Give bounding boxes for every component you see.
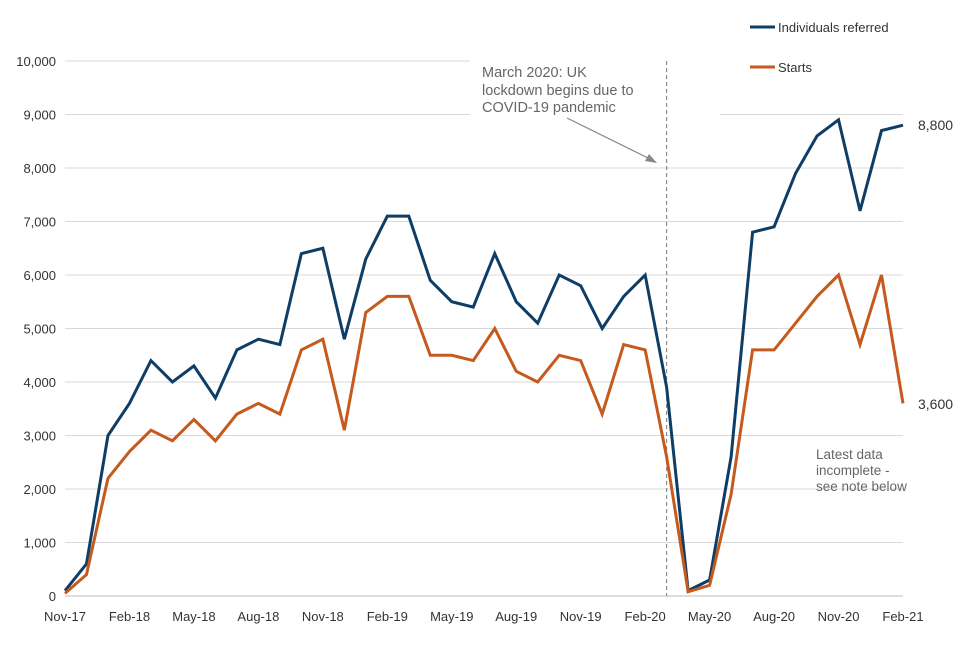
x-tick-label: Feb-19 <box>367 609 408 624</box>
y-tick-label: 7,000 <box>23 215 56 230</box>
y-tick-label: 10,000 <box>16 54 56 69</box>
x-tick-label: Feb-21 <box>882 609 923 624</box>
series-lines <box>63 117 905 595</box>
x-tick-label: May-18 <box>172 609 215 624</box>
x-tick-label: Feb-20 <box>625 609 666 624</box>
annotation-line: lockdown begins due to <box>482 83 634 99</box>
series-line-starts <box>64 272 905 595</box>
annotation-line: COVID-19 pandemic <box>482 100 616 116</box>
x-tick-label: May-20 <box>688 609 731 624</box>
y-tick-label: 8,000 <box>23 161 56 176</box>
lockdown-annotation: March 2020: UK lockdown begins due to CO… <box>482 65 634 116</box>
note-line: incomplete - <box>816 463 890 478</box>
x-axis: Nov-17 Feb-18 May-18 Aug-18 Nov-18 Feb-19 May-… <box>44 609 924 624</box>
incomplete-note: Latest data incomplete - see note below <box>816 447 907 494</box>
note-line: Latest data <box>816 447 883 462</box>
annotation-background <box>470 55 720 115</box>
x-tick-label: Nov-19 <box>560 609 602 624</box>
legend-label-starts: Starts <box>778 60 812 75</box>
x-tick-label: Aug-19 <box>495 609 537 624</box>
arrow-head-icon <box>645 154 657 163</box>
legend-label-referred: Individuals referred <box>778 20 889 35</box>
x-tick-label: May-19 <box>430 609 473 624</box>
x-tick-label: Feb-18 <box>109 609 150 624</box>
y-tick-label: 5,000 <box>23 322 56 337</box>
annotation-line: March 2020: UK <box>482 65 587 81</box>
x-tick-label: Nov-18 <box>302 609 344 624</box>
legend: Individuals referred Starts <box>750 20 889 75</box>
y-tick-label: 2,000 <box>23 482 56 497</box>
legend-background <box>720 10 960 85</box>
x-tick-label: Nov-20 <box>818 609 860 624</box>
series-line-individuals-referred <box>63 117 904 593</box>
y-axis: 0 1,000 2,000 3,000 4,000 5,000 6,000 7,000 8,00… <box>16 54 56 604</box>
y-tick-label: 6,000 <box>23 268 56 283</box>
y-tick-label: 9,000 <box>23 108 56 123</box>
end-label-starts: 3,600 <box>918 396 953 412</box>
y-tick-label: 4,000 <box>23 375 56 390</box>
y-tick-label: 1,000 <box>23 536 56 551</box>
annotation-arrow <box>566 117 653 161</box>
note-line: see note below <box>816 479 907 494</box>
y-tick-label: 0 <box>49 589 56 604</box>
y-tick-label: 3,000 <box>23 429 56 444</box>
x-tick-label: Nov-17 <box>44 609 86 624</box>
x-tick-label: Aug-20 <box>753 609 795 624</box>
x-tick-label: Aug-18 <box>237 609 279 624</box>
end-label-referred: 8,800 <box>918 117 953 133</box>
gridlines <box>65 60 903 597</box>
